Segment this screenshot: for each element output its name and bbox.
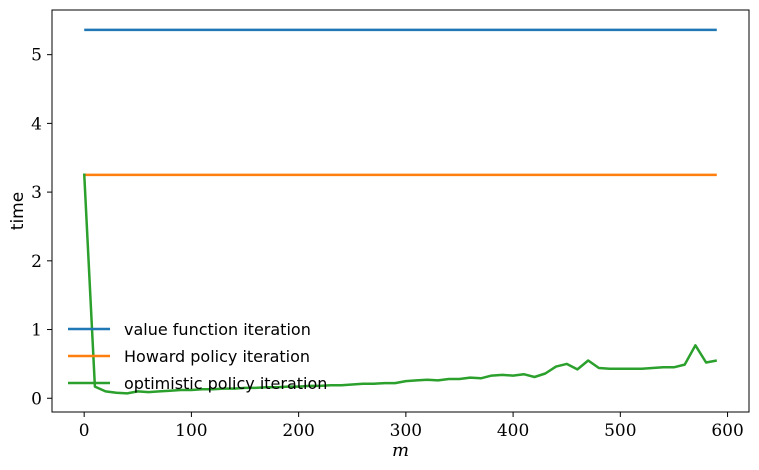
x-tick-label: 300 [390, 421, 422, 441]
x-tick-label: 200 [282, 421, 314, 441]
legend: value function iteration Howard policy it… [68, 320, 327, 393]
legend-label: value function iteration [124, 320, 311, 339]
x-tick-label: 100 [175, 421, 207, 441]
x-tick-label: 500 [604, 421, 636, 441]
y-tick-label: 1 [31, 321, 42, 341]
x-tick-label: 400 [497, 421, 529, 441]
series-line-3 [82, 173, 718, 395]
y-axis-label: time [8, 192, 28, 230]
y-tick-label: 2 [31, 252, 42, 272]
x-tick-label: 600 [711, 421, 743, 441]
y-tick-label: 0 [31, 389, 42, 409]
y-axis: 0 1 2 3 4 5 [31, 46, 52, 409]
axes-frame [51, 9, 750, 413]
y-tick-label: 3 [31, 183, 42, 203]
x-axis-label: m [392, 440, 409, 461]
y-tick-label: 5 [31, 46, 42, 66]
x-axis: 0 100 200 300 400 500 600 [79, 412, 744, 441]
legend-label: Howard policy iteration [124, 347, 310, 366]
x-tick-label: 0 [79, 421, 90, 441]
y-tick-label: 4 [31, 114, 42, 134]
plot-lines [82, 28, 718, 395]
legend-label: optimistic policy iteration [124, 374, 327, 393]
